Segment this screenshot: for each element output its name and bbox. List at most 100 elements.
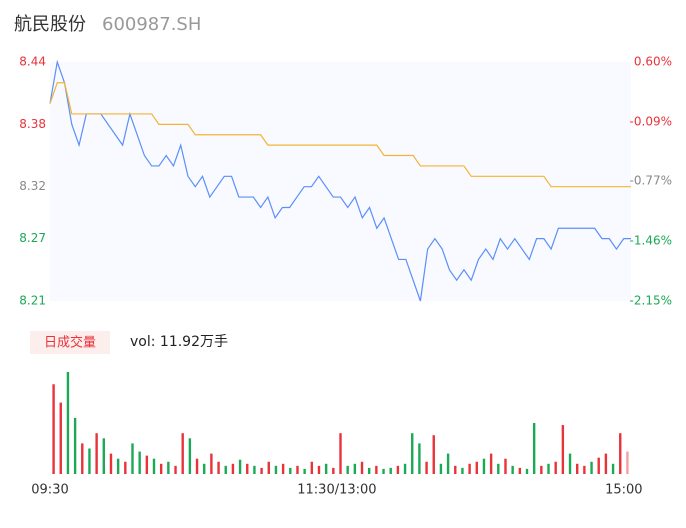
volume-bar <box>174 465 177 474</box>
volume-bar <box>554 461 557 474</box>
volume-bar <box>611 463 615 474</box>
x-tick-label: 11:30/13:00 <box>297 483 376 498</box>
volume-bar <box>497 463 500 474</box>
stock-code: 600987.SH <box>102 14 201 35</box>
y-tick-label: 8.44 <box>19 55 46 69</box>
plot-background <box>50 62 631 301</box>
volume-bar <box>260 467 263 474</box>
volume-bar <box>95 433 98 474</box>
volume-bar <box>432 435 435 474</box>
volume-bar <box>619 433 622 474</box>
volume-bar <box>238 459 242 474</box>
legend-badge: 日成交量 <box>44 335 96 351</box>
legend-badge-bg <box>30 331 110 354</box>
y2-tick-label: 0.60% <box>634 55 672 69</box>
volume-bar <box>576 463 579 474</box>
volume-bar <box>411 433 414 474</box>
volume-bar <box>461 467 464 474</box>
volume-bar <box>475 461 478 474</box>
volume-bar <box>540 465 543 474</box>
volume-bar <box>231 463 235 474</box>
volume-bar <box>195 458 199 474</box>
volume-bar <box>303 468 306 474</box>
volume-bar <box>81 443 84 474</box>
y2-tick-label: -1.46% <box>630 234 672 248</box>
stock-name: 航民股份 <box>14 14 86 35</box>
volume-bar <box>274 465 278 474</box>
volume-bar <box>454 465 457 474</box>
y2-tick-label: -2.15% <box>630 294 672 308</box>
volume-bar <box>210 453 213 474</box>
volume-bar <box>253 465 256 474</box>
volume-bar <box>382 468 385 474</box>
volume-bar <box>489 453 493 474</box>
volume-bar <box>332 467 335 474</box>
volume-bar <box>152 458 156 474</box>
volume-bar <box>504 458 507 474</box>
volume-bar <box>59 402 62 474</box>
volume-bar <box>446 453 450 474</box>
volume-bar <box>131 443 134 474</box>
volume-bar <box>360 461 364 474</box>
volume-bar <box>188 438 192 474</box>
volume-bar <box>181 433 184 474</box>
volume-bar <box>367 467 371 474</box>
volume-bar <box>145 455 149 474</box>
volume-bar <box>339 433 342 474</box>
volume-bar <box>532 423 536 474</box>
volume-bar <box>518 467 522 474</box>
y2-tick-label: -0.09% <box>630 114 672 128</box>
volume-bar <box>418 443 421 474</box>
volume-bar <box>203 463 206 474</box>
volume-bar <box>289 467 292 474</box>
volume-bar <box>389 467 392 474</box>
y-tick-label: 8.21 <box>19 294 46 308</box>
volume-bar <box>138 451 141 474</box>
volume-bar <box>468 463 471 474</box>
y-tick-label: 8.32 <box>19 179 46 193</box>
volume-bar <box>88 448 91 474</box>
volume-bar <box>511 465 514 474</box>
volume-bar <box>281 463 285 474</box>
volume-bar <box>597 457 600 474</box>
volume-bar <box>267 461 270 474</box>
volume-bar <box>102 438 105 474</box>
price-line <box>49 82 631 188</box>
volume-bar <box>52 384 55 474</box>
price-line <box>49 59 631 302</box>
volume-bar <box>159 463 163 474</box>
volume-bar <box>246 463 249 474</box>
volume-bar <box>66 372 70 474</box>
volume-bar <box>217 461 220 474</box>
volume-bar <box>224 465 227 474</box>
volume-bar <box>296 465 299 474</box>
volume-bar <box>525 468 529 474</box>
y-tick-label: 8.27 <box>19 231 46 245</box>
volume-bar <box>310 461 314 474</box>
volume-bar <box>167 461 170 474</box>
y2-tick-label: -0.77% <box>630 174 672 188</box>
volume-bar <box>604 453 608 474</box>
volume-bar <box>124 461 127 474</box>
volume-bar <box>403 463 407 474</box>
volume-bar <box>109 453 113 474</box>
volume-bar <box>116 458 120 474</box>
volume-bar <box>439 463 443 474</box>
x-tick-label: 15:00 <box>605 483 642 498</box>
volume-bar <box>626 451 629 474</box>
volume-bar <box>425 461 428 474</box>
volume-bar <box>396 465 400 474</box>
volume-bar <box>317 465 321 474</box>
volume-bar <box>375 465 378 474</box>
volume-bar <box>590 461 593 474</box>
volume-bar <box>73 417 77 474</box>
volume-bar <box>568 453 572 474</box>
volume-bar <box>353 463 357 474</box>
volume-bar <box>547 463 550 474</box>
volume-bar <box>346 465 349 474</box>
x-tick-label: 09:30 <box>31 483 68 498</box>
volume-bar <box>324 463 328 474</box>
volume-bar <box>482 458 486 474</box>
y-tick-label: 8.38 <box>19 117 46 131</box>
